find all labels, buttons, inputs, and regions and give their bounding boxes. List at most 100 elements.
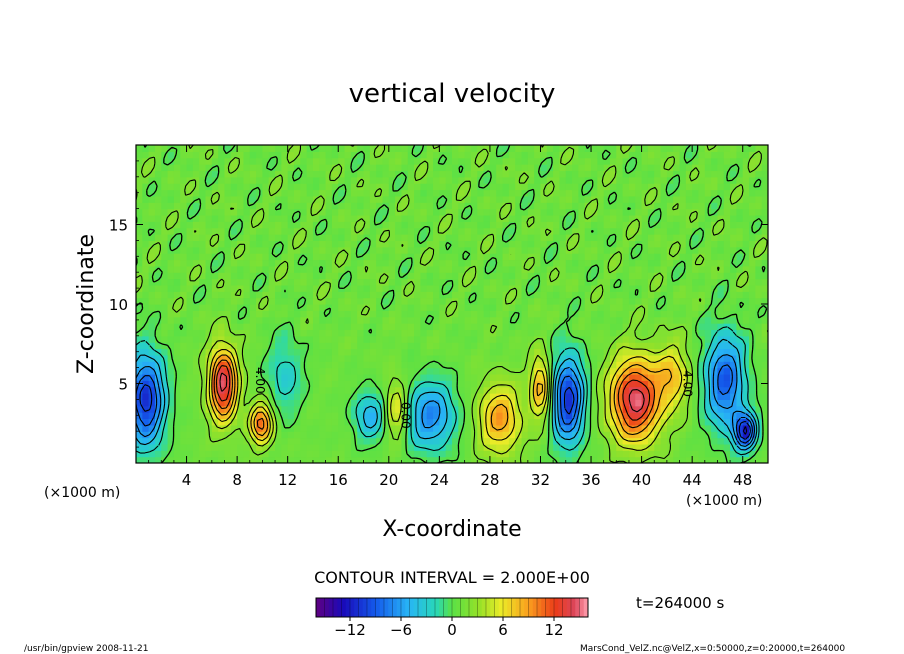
- field-cell: [458, 418, 466, 426]
- field-cell: [521, 284, 529, 292]
- field-cell: [395, 418, 403, 426]
- field-cell: [546, 348, 554, 356]
- field-cell: [433, 367, 440, 375]
- field-cell: [306, 304, 314, 311]
- field-cell: [344, 412, 352, 420]
- field-cell: [515, 278, 523, 286]
- field-cell: [635, 380, 643, 388]
- field-cell: [730, 234, 737, 241]
- field-cell: [704, 253, 712, 261]
- field-cell: [477, 170, 485, 178]
- field-cell: [755, 221, 763, 229]
- field-cell: [515, 304, 523, 311]
- field-cell: [591, 418, 598, 426]
- field-cell: [262, 443, 270, 451]
- field-cell: [218, 214, 226, 222]
- field-cell: [268, 221, 276, 229]
- field-cell: [489, 151, 497, 159]
- field-cell: [319, 208, 327, 216]
- velocity-field: [136, 145, 768, 463]
- field-cell: [616, 323, 624, 331]
- field-cell: [647, 157, 655, 165]
- field-cell: [622, 310, 630, 318]
- field-cell: [584, 208, 592, 216]
- field-cell: [641, 253, 649, 261]
- field-cell: [218, 284, 226, 292]
- field-cell: [350, 183, 358, 191]
- field-cell: [628, 272, 636, 280]
- field-cell: [344, 278, 352, 286]
- field-cell: [692, 405, 700, 413]
- field-cell: [572, 373, 579, 381]
- field-cell: [452, 450, 459, 458]
- field-cell: [439, 189, 447, 197]
- field-cell: [641, 431, 649, 439]
- field-cell: [660, 272, 668, 280]
- field-cell: [433, 164, 440, 172]
- field-cell: [660, 176, 668, 184]
- field-cell: [154, 354, 162, 362]
- field-cell: [641, 437, 649, 445]
- field-cell: [275, 450, 282, 458]
- field-cell: [161, 164, 169, 172]
- field-cell: [268, 373, 276, 381]
- field-cell: [749, 310, 756, 318]
- field-cell: [154, 164, 162, 172]
- field-cell: [268, 304, 276, 311]
- field-cell: [534, 424, 542, 432]
- field-cell: [679, 176, 687, 184]
- field-cell: [230, 323, 238, 331]
- field-cell: [502, 221, 510, 229]
- field-cell: [477, 443, 485, 451]
- field-cell: [458, 399, 466, 407]
- field-cell: [483, 412, 491, 420]
- field-cell: [199, 164, 207, 172]
- field-cell: [717, 265, 725, 273]
- field-cell: [641, 367, 649, 375]
- field-cell: [749, 246, 756, 254]
- field-cell: [262, 431, 270, 439]
- field-cell: [319, 418, 327, 426]
- field-cell: [458, 157, 466, 165]
- field-cell: [414, 291, 421, 299]
- field-cell: [237, 164, 245, 172]
- field-cell: [591, 214, 598, 222]
- field-cell: [426, 202, 434, 210]
- field-cell: [597, 176, 605, 184]
- field-cell: [521, 329, 529, 337]
- field-cell: [521, 221, 529, 229]
- field-cell: [363, 227, 371, 235]
- field-cell: [294, 354, 301, 362]
- field-cell: [508, 367, 516, 375]
- field-cell: [622, 259, 630, 267]
- field-cell: [243, 354, 251, 362]
- field-cell: [660, 278, 668, 286]
- field-cell: [603, 164, 611, 172]
- field-cell: [331, 393, 339, 400]
- field-cell: [256, 437, 263, 445]
- field-cell: [161, 183, 169, 191]
- field-cell: [559, 195, 567, 203]
- field-cell: [344, 157, 352, 165]
- field-cell: [439, 310, 447, 318]
- field-cell: [376, 157, 384, 165]
- field-cell: [136, 297, 143, 305]
- field-cell: [331, 399, 339, 407]
- field-cell: [666, 183, 674, 191]
- field-cell: [647, 145, 655, 152]
- field-cell: [180, 227, 188, 235]
- field-cell: [218, 202, 226, 210]
- field-cell: [483, 386, 491, 394]
- field-cell: [666, 151, 674, 159]
- field-cell: [464, 323, 472, 331]
- field-cell: [704, 221, 712, 229]
- field-cell: [199, 412, 207, 420]
- field-cell: [685, 348, 693, 356]
- field-cell: [426, 164, 434, 172]
- field-cell: [192, 297, 200, 305]
- field-cell: [527, 297, 535, 305]
- field-cell: [388, 342, 396, 350]
- field-cell: [218, 450, 226, 458]
- field-cell: [470, 361, 478, 369]
- field-cell: [515, 367, 523, 375]
